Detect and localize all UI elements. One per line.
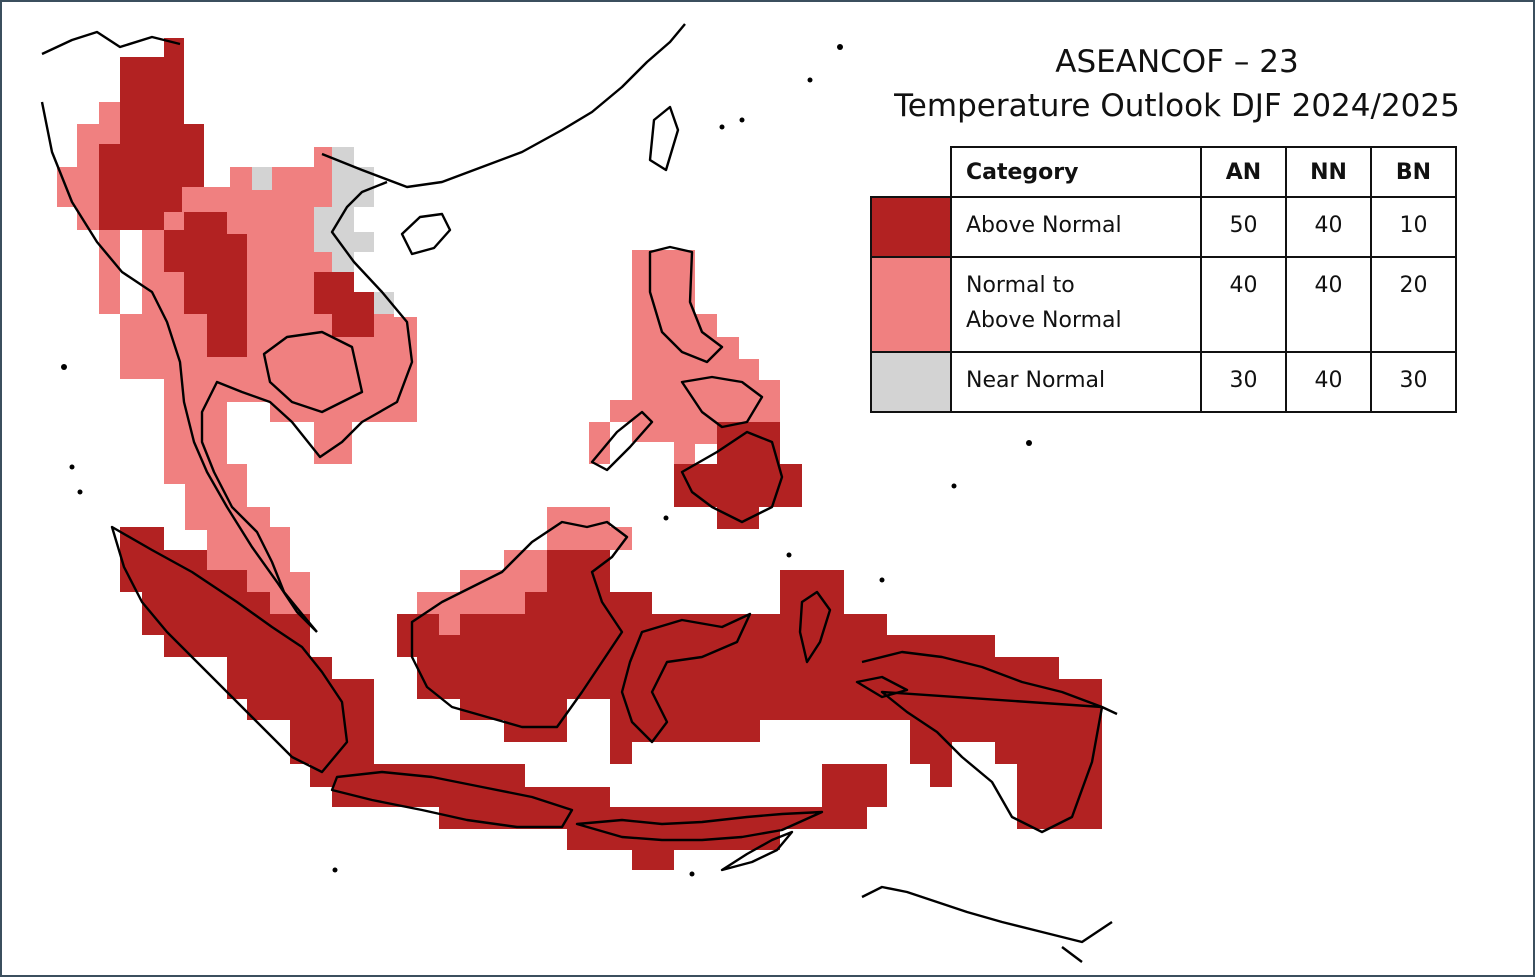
normal-to-above-region-philippines [589,250,780,464]
coastline-cambodia-border [262,330,364,414]
legend-an-above-normal: 50 [1200,196,1287,258]
coastline-palawan [590,410,654,472]
legend-label-normal-to-above-line2: Above Normal [966,308,1122,333]
legend-swatch-normal-to-above [870,256,952,353]
legend-bn-above-normal: 10 [1370,196,1457,258]
coastline-mindanao [680,430,784,524]
legend-swatch-above-normal [870,196,952,258]
coastline-luzon [648,245,724,364]
title-line-2: Temperature Outlook DJF 2024/2025 [894,88,1460,124]
island-dot [332,867,338,873]
coastline-visayas [680,375,764,429]
coastline-china-south [41,23,686,189]
legend-label-normal-to-above: Normal to Above Normal [950,256,1202,353]
coastline-java [330,770,574,829]
coastline-taiwan [648,105,680,172]
above-normal-region-borneo [397,550,1102,829]
legend-swatch-near-normal [870,351,952,413]
normal-to-above-region-borneo-north [417,507,632,635]
coastline-sulawesi [620,612,752,744]
legend-header-bn: BN [1370,146,1457,198]
title-line-1: ASEANCOF – 23 [1055,44,1299,80]
legend-header-an: AN [1200,146,1287,198]
above-normal-region-thailand [164,212,247,357]
coastline-timor [720,830,794,872]
legend-label-normal-to-above-line1: Normal to [966,273,1075,298]
island-dot [837,44,843,50]
legend-label-above-normal: Above Normal [950,196,1202,258]
map-title: ASEANCOF – 23 Temperature Outlook DJF 20… [872,40,1482,128]
island-dot [689,871,695,877]
legend-nn-near-normal: 40 [1285,351,1372,413]
legend-header-blank [871,147,952,198]
coastlines [40,23,1118,963]
above-normal-region-java [332,764,887,870]
island-dot [879,577,885,583]
legend-header-nn: NN [1285,146,1372,198]
island-dot [663,515,669,521]
coastline-borneo [410,520,629,729]
island-dot [786,552,792,558]
above-normal-region-sumatra [120,527,374,807]
legend-bn-normal-to-above: 20 [1370,256,1457,353]
island-dot [69,464,75,470]
island-dot [719,124,725,130]
legend-header-row: Category AN NN BN [871,146,1457,198]
legend-row-near-normal: Near Normal 30 40 30 [870,351,1457,413]
legend-an-near-normal: 30 [1200,351,1287,413]
island-dot [1026,440,1032,446]
coastline-indochina [40,101,414,633]
legend-row-above-normal: Above Normal 50 40 10 [870,196,1457,258]
coastline-australia-north [861,885,1113,963]
coastline-seram [855,675,909,699]
legend-nn-normal-to-above: 40 [1285,256,1372,353]
island-dot [739,117,745,123]
coastline-halmahera [798,590,832,664]
legend-table: Category AN NN BN Above Normal 50 40 10 … [870,146,1457,413]
legend-header-category: Category [950,146,1202,198]
above-normal-region-laos [314,272,374,337]
island-dot [807,77,813,83]
legend-row-normal-to-above: Normal to Above Normal 40 40 20 [870,256,1457,353]
coastline-hainan [400,212,452,256]
above-normal-region-myanmar [99,38,204,230]
small-islands [61,44,1032,877]
legend-bn-near-normal: 30 [1370,351,1457,413]
legend-an-normal-to-above: 40 [1200,256,1287,353]
coastline-new-guinea [861,650,1118,834]
legend-nn-above-normal: 40 [1285,196,1372,258]
island-dot [77,489,83,495]
legend-label-near-normal: Near Normal [950,351,1202,413]
coastline-sumatra [110,525,349,774]
island-dot [61,364,67,370]
coastline-lesser-sunda [575,810,824,842]
island-dot [951,483,957,489]
